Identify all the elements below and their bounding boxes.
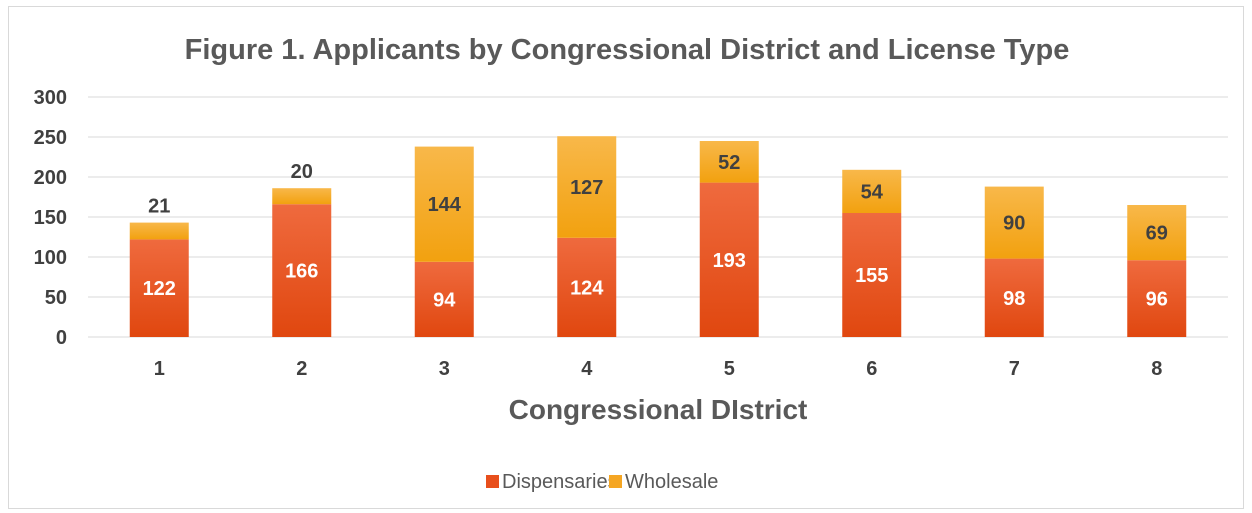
legend-label-wholesale: Wholesale <box>625 471 718 493</box>
bars <box>129 136 1187 337</box>
bar-wholesale-1 <box>129 222 189 240</box>
x-axis-title: Congressional DIstrict <box>509 394 808 425</box>
bar-dispensaries-2 <box>272 204 332 337</box>
bar-wholesale-4 <box>557 136 617 238</box>
x-tick-label: 7 <box>1009 358 1020 380</box>
y-tick-label: 250 <box>34 127 67 149</box>
bar-wholesale-3 <box>414 146 474 262</box>
x-tick-label: 5 <box>724 358 735 380</box>
bar-wholesale-8 <box>1127 205 1187 261</box>
data-label-wholesale-2: 20 <box>291 161 313 183</box>
legend-label-dispensaries: Dispensaries <box>502 471 618 493</box>
data-labels: 122 21 166 20 94 144 124 127 193 52 155 54 98 90 96 69 <box>143 152 1168 312</box>
chart-frame: Figure 1. Applicants by Congressional Di… <box>8 6 1244 509</box>
data-label-wholesale-8: 69 <box>1146 223 1168 245</box>
bar-dispensaries-1 <box>129 239 189 337</box>
x-tick-label: 1 <box>154 358 165 380</box>
x-tick-label: 4 <box>581 358 593 380</box>
data-label-dispensaries-2: 166 <box>285 261 318 283</box>
legend: Dispensaries Wholesale <box>486 471 718 493</box>
data-label-wholesale-7: 90 <box>1003 213 1025 235</box>
data-label-dispensaries-3: 94 <box>433 289 456 311</box>
bar-dispensaries-6 <box>842 213 902 337</box>
chart-title: Figure 1. Applicants by Congressional Di… <box>185 34 1070 66</box>
data-label-dispensaries-7: 98 <box>1003 288 1025 310</box>
x-tick-label: 6 <box>866 358 877 380</box>
bar-dispensaries-3 <box>414 261 474 337</box>
bar-wholesale-6 <box>842 169 902 213</box>
x-tick-label: 2 <box>296 358 307 380</box>
bar-dispensaries-5 <box>699 182 759 337</box>
x-axis-ticks: 1 2 3 4 5 6 7 8 <box>154 358 1163 380</box>
data-label-dispensaries-6: 155 <box>855 265 888 287</box>
y-tick-label: 50 <box>45 287 67 309</box>
x-tick-label: 3 <box>439 358 450 380</box>
data-label-dispensaries-5: 193 <box>713 250 746 272</box>
y-tick-label: 200 <box>34 167 67 189</box>
y-axis-ticks: 0 50 100 150 200 250 300 <box>34 87 67 349</box>
y-tick-label: 100 <box>34 247 67 269</box>
data-label-wholesale-5: 52 <box>718 152 740 174</box>
data-label-wholesale-3: 144 <box>428 194 462 216</box>
data-label-dispensaries-8: 96 <box>1146 289 1168 311</box>
y-tick-label: 300 <box>34 87 67 109</box>
x-tick-label: 8 <box>1151 358 1162 380</box>
bar-wholesale-2 <box>272 188 332 205</box>
bar-dispensaries-8 <box>1127 260 1187 337</box>
bar-chart: Figure 1. Applicants by Congressional Di… <box>34 34 1228 493</box>
gridlines <box>88 96 1228 338</box>
bar-dispensaries-4 <box>557 237 617 337</box>
data-label-wholesale-1: 21 <box>148 196 170 218</box>
bar-wholesale-5 <box>699 141 759 183</box>
y-tick-label: 150 <box>34 207 67 229</box>
y-tick-label: 0 <box>56 327 67 349</box>
data-label-dispensaries-4: 124 <box>570 277 604 299</box>
bar-wholesale-7 <box>984 186 1044 259</box>
legend-swatch-wholesale <box>609 475 622 488</box>
data-label-wholesale-4: 127 <box>570 177 603 199</box>
bar-dispensaries-7 <box>984 258 1044 337</box>
data-label-wholesale-6: 54 <box>861 181 884 203</box>
legend-swatch-dispensaries <box>486 475 499 488</box>
data-label-dispensaries-1: 122 <box>143 278 176 300</box>
